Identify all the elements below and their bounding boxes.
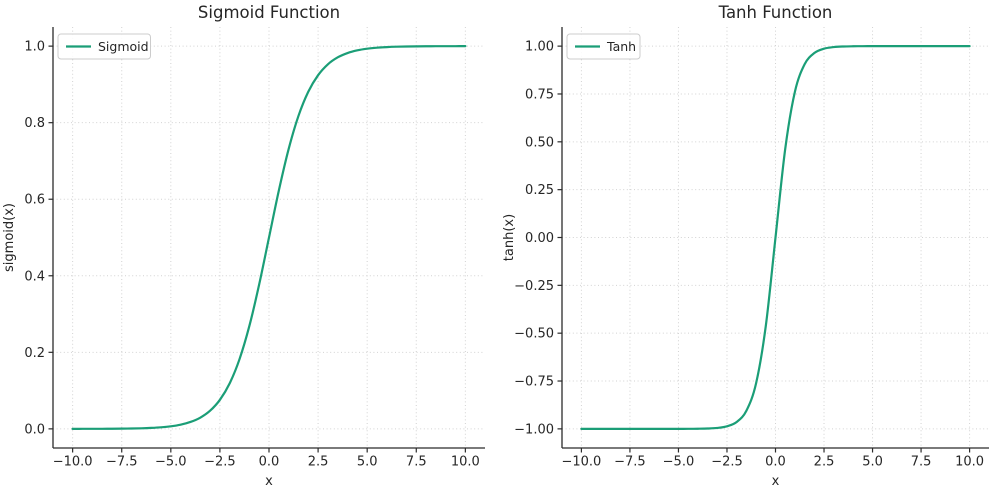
y-tick-label: 0.0 bbox=[24, 422, 45, 437]
x-tick-label: 2.5 bbox=[814, 455, 835, 470]
x-tick-label: 7.5 bbox=[406, 455, 427, 470]
x-tick-label: 2.5 bbox=[308, 455, 329, 470]
x-tick-label: 7.5 bbox=[911, 455, 932, 470]
y-tick-label: 0.00 bbox=[525, 231, 554, 246]
series-line-tanh bbox=[580, 45, 971, 430]
y-tick-label: 0.6 bbox=[24, 193, 45, 208]
x-tick-label: −7.5 bbox=[614, 455, 646, 470]
x-tick-label: −2.5 bbox=[204, 455, 236, 470]
legend-box bbox=[57, 33, 151, 60]
series-line-sigmoid bbox=[71, 45, 467, 430]
y-tick-label: 0.75 bbox=[525, 87, 554, 102]
x-axis-label: x bbox=[265, 474, 273, 489]
sigmoid-chart: −10.0 −7.5 −5.0 −2.5 0.0 2.5 5.0 7.5 10.0 0.0 0.2 0… bbox=[2, 3, 485, 489]
x-tick-label: −10.0 bbox=[561, 455, 601, 470]
chart-title: Tanh Function bbox=[718, 3, 833, 22]
y-tick-label: −0.50 bbox=[514, 327, 554, 342]
x-tick-label: 5.0 bbox=[357, 455, 378, 470]
y-tick-label: 0.50 bbox=[525, 135, 554, 150]
legend-label: Sigmoid bbox=[98, 39, 149, 54]
x-tick-label: 10.0 bbox=[451, 455, 480, 470]
legend-box bbox=[566, 33, 641, 60]
y-tick-label: 0.2 bbox=[24, 346, 45, 361]
y-axis-label: sigmoid(x) bbox=[2, 203, 17, 272]
chart-title: Sigmoid Function bbox=[198, 3, 340, 22]
y-tick-label: −0.25 bbox=[514, 279, 554, 294]
y-tick-label: 0.4 bbox=[24, 269, 45, 284]
x-tick-label: 0.0 bbox=[259, 455, 280, 470]
tanh-chart: −10.0 −7.5 −5.0 −2.5 0.0 2.5 5.0 7.5 10.0 −1.00 −0… bbox=[502, 3, 989, 489]
x-tick-label: −7.5 bbox=[106, 455, 138, 470]
y-tick-label: −1.00 bbox=[514, 422, 554, 437]
legend-label: Tanh bbox=[606, 39, 636, 54]
x-tick-label: −10.0 bbox=[53, 455, 93, 470]
y-tick-label: 1.00 bbox=[525, 40, 554, 55]
y-tick-label: 1.0 bbox=[24, 40, 45, 55]
x-tick-label: 10.0 bbox=[955, 455, 984, 470]
y-tick-label: 0.8 bbox=[24, 116, 45, 131]
x-tick-label: 0.0 bbox=[765, 455, 786, 470]
y-axis-label: tanh(x) bbox=[502, 214, 517, 261]
x-axis-label: x bbox=[772, 474, 780, 489]
x-tick-label: −2.5 bbox=[711, 455, 743, 470]
x-tick-label: −5.0 bbox=[663, 455, 695, 470]
x-tick-label: 5.0 bbox=[862, 455, 883, 470]
x-tick-label: −5.0 bbox=[155, 455, 187, 470]
y-tick-label: −0.75 bbox=[514, 375, 554, 390]
y-tick-label: 0.25 bbox=[525, 183, 554, 198]
